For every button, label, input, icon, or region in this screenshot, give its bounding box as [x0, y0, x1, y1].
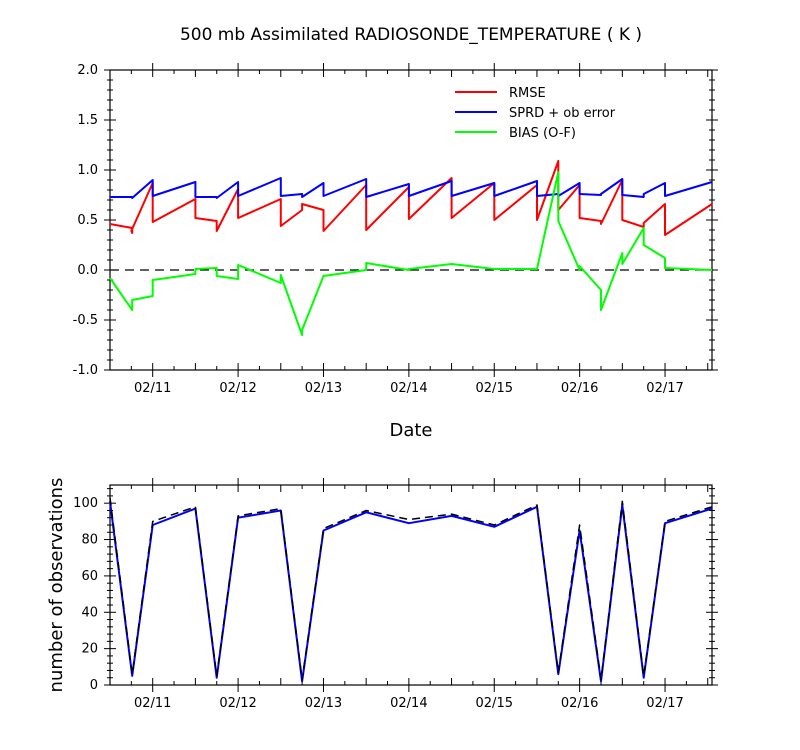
x-tick-label: 02/17 [646, 696, 683, 711]
x-tick-label: 02/13 [305, 696, 342, 711]
legend-label: RMSE [509, 86, 546, 101]
x-tick-label: 02/11 [134, 696, 171, 711]
y-tick-label: 100 [73, 496, 98, 511]
bottom-plot-area: 0 20 40 60 80 100 02/11 02/12 02/13 02/14 02/15 02/… [73, 478, 718, 711]
y-tick-label: 60 [81, 569, 98, 584]
y-tick-label: 80 [81, 533, 98, 548]
y-tick-label: 0 [90, 678, 98, 693]
y-axis-label: number of observations [46, 478, 67, 693]
legend: RMSE SPRD + ob error BIAS (O-F) [455, 86, 616, 141]
series-line-solid [109, 501, 713, 683]
series-line-dashed [109, 497, 713, 681]
x-tick-label: 02/14 [390, 381, 427, 396]
y-tick-label: -1.0 [73, 363, 98, 378]
y-tick-label: 0.0 [77, 263, 98, 278]
legend-label: SPRD + ob error [509, 106, 616, 121]
series-line-bias-o-f [109, 171, 713, 336]
x-axis-label: Date [389, 420, 432, 441]
plot-frame [109, 484, 713, 686]
top-plot-area: -1.0 -0.5 0.0 0.5 1.0 1.5 2.0 02/11 02/12 02/13 02… [73, 63, 718, 396]
x-tick-label: 02/16 [561, 381, 598, 396]
y-tick-label: -0.5 [73, 313, 98, 328]
legend-label: BIAS (O-F) [509, 126, 576, 141]
x-tick-label: 02/11 [134, 381, 171, 396]
x-tick-label: 02/13 [305, 381, 342, 396]
x-tick-label: 02/12 [219, 381, 256, 396]
x-tick-label: 02/16 [561, 696, 598, 711]
y-tick-label: 1.5 [77, 113, 98, 128]
x-tick-label: 02/15 [476, 696, 513, 711]
x-tick-label: 02/14 [390, 696, 427, 711]
y-tick-label: 1.0 [77, 163, 98, 178]
x-tick-label: 02/17 [646, 381, 683, 396]
y-tick-label: 2.0 [77, 63, 98, 78]
x-tick-label: 02/12 [219, 696, 256, 711]
y-tick-label: 0.5 [77, 213, 98, 228]
y-tick-label: 40 [81, 605, 98, 620]
x-tick-label: 02/15 [476, 381, 513, 396]
chart-title: 500 mb Assimilated RADIOSONDE_TEMPERATUR… [180, 25, 642, 45]
series-line-sprd-ob-error [110, 177, 713, 199]
y-tick-label: 20 [81, 642, 98, 657]
